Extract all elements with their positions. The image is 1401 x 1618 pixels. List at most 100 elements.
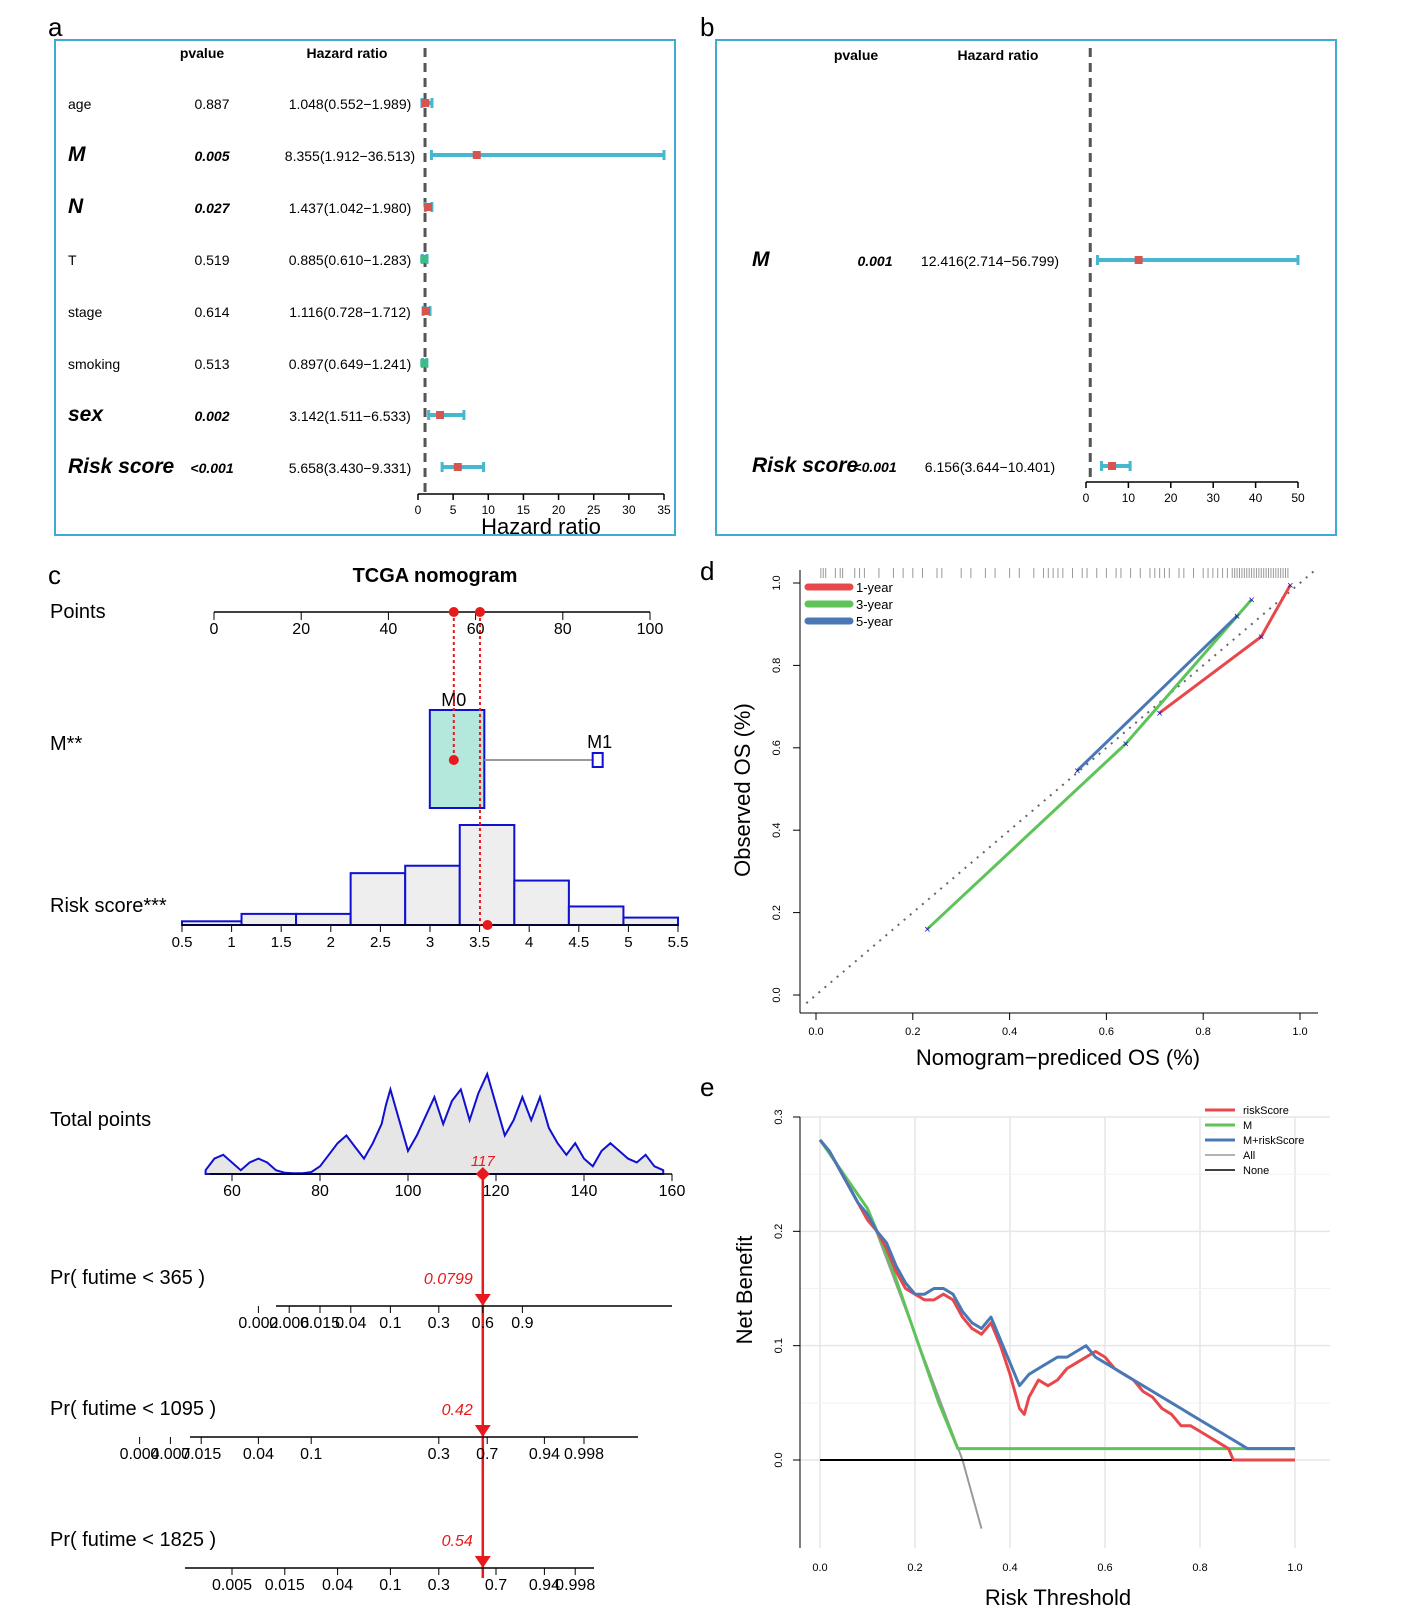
row-hr-text: 1.116(0.728−1.712) — [289, 304, 411, 320]
legend-label: All — [1243, 1150, 1255, 1162]
prob-tick-label: 0.94 — [529, 1577, 560, 1594]
x-tick-label: 25 — [587, 503, 601, 517]
m0-point — [448, 755, 459, 765]
risk-tick-label: 2.5 — [370, 934, 391, 951]
prob-label: Pr( futime < 365 ) — [50, 1267, 205, 1289]
risk-tick-label: 5.5 — [668, 934, 689, 951]
risk-tick-label: 4 — [525, 934, 533, 951]
risk-hist-bar — [622, 916, 680, 926]
nomogram-c: TCGA nomogram Points 0 20 40 60 80 100 M** M0 M1 Ri… — [50, 565, 688, 1594]
prob-tick-label: 0.1 — [379, 1577, 401, 1594]
prob-label: Pr( futime < 1825 ) — [50, 1529, 216, 1551]
prob-tick-label: 0.1 — [379, 1315, 401, 1332]
row-hr-text: 1.048(0.552−1.989) — [289, 96, 412, 112]
prob-tick-label: 0.04 — [335, 1315, 366, 1332]
x-tick-label: 40 — [1249, 491, 1263, 505]
risk-hist-bar — [567, 905, 625, 927]
prob-tick-label: 0.002 — [238, 1315, 278, 1332]
series-point: × — [1156, 708, 1162, 720]
legend-label: riskScore — [1243, 1105, 1289, 1117]
y-tick-label: 0.4 — [771, 823, 783, 838]
legend-label: 3-year — [856, 597, 894, 612]
prob-tick-label: 0.006 — [269, 1315, 309, 1332]
y-tick-label: 0.1 — [773, 1338, 785, 1353]
x-tick-label: 20 — [552, 503, 566, 517]
y-tick-label: 0.2 — [773, 1224, 785, 1239]
prob-marker — [474, 1425, 491, 1437]
series-point: × — [924, 924, 930, 936]
y-axis-title: Net Benefit — [732, 1236, 757, 1345]
prob-tick-label: 0.005 — [212, 1577, 252, 1594]
risk-tick-label: 5 — [624, 934, 632, 951]
prob-tick-label: 0.015 — [265, 1577, 305, 1594]
points-tick-label: 20 — [292, 621, 310, 638]
y-axis-title: Observed OS (%) — [730, 703, 755, 877]
x-tick-label: 10 — [1122, 491, 1136, 505]
risk-hist-bar — [240, 912, 298, 927]
x-axis-title: Nomogram−prediced OS (%) — [916, 1045, 1200, 1070]
panel-a-pvalue-header: pvalue — [180, 45, 225, 61]
nomogram-title: TCGA nomogram — [353, 565, 518, 587]
x-tick-label: 0.2 — [905, 1026, 920, 1038]
legend-label: 5-year — [856, 614, 894, 629]
prob-tick-label: 0.004 — [120, 1446, 160, 1463]
prob-value: 0.42 — [442, 1402, 473, 1419]
hr-point — [424, 203, 433, 211]
x-tick-label: 1.0 — [1292, 1026, 1307, 1038]
row-label: T — [68, 252, 77, 268]
m-label: M** — [50, 733, 82, 755]
x-tick-label: 0.0 — [808, 1026, 823, 1038]
x-tick-label: 0.0 — [812, 1562, 827, 1574]
prob-tick-label: 0.015 — [300, 1315, 340, 1332]
row-hr-text: 0.897(0.649−1.241) — [289, 356, 412, 372]
series-point: × — [1287, 580, 1293, 592]
risk-hist-bar — [404, 864, 461, 926]
prob-tick-label: 0.04 — [243, 1446, 274, 1463]
risk-tick-label: 3.5 — [469, 934, 490, 951]
x-tick-label: 10 — [482, 503, 496, 517]
x-tick-label: 0.4 — [1002, 1026, 1017, 1038]
hr-point — [472, 151, 481, 159]
panel-label-d: d — [700, 556, 714, 586]
x-tick-label: 30 — [1207, 491, 1221, 505]
x-tick-label: 0 — [415, 503, 422, 517]
prob-label: Pr( futime < 1095 ) — [50, 1398, 216, 1420]
prob-tick-label: 0.3 — [428, 1315, 450, 1332]
risk-hist-bar — [295, 912, 352, 927]
panel-label-b: b — [700, 12, 714, 42]
x-tick-label: 5 — [450, 503, 457, 517]
x-tick-label: 30 — [622, 503, 636, 517]
forest-plot-b: M 0.001 12.416(2.714−56.799) Risk score<0.0… — [752, 48, 1305, 505]
panel-b-pvalue-header: pvalue — [834, 47, 879, 63]
total-tick-label: 140 — [571, 1183, 598, 1200]
row-label: N — [68, 195, 84, 218]
y-tick-label: 0.8 — [771, 658, 783, 673]
hr-point — [1108, 462, 1117, 470]
hr-point — [420, 255, 429, 263]
panel-label-e: e — [700, 1072, 714, 1102]
risk-tick-label: 3 — [426, 934, 434, 951]
ideal-line — [805, 569, 1316, 1005]
row-pvalue: 0.887 — [194, 96, 229, 112]
legend-label: M+riskScore — [1243, 1135, 1304, 1147]
x-tick-label: 0.8 — [1196, 1026, 1211, 1038]
risk-point — [482, 920, 493, 930]
risk-hist-bar — [513, 879, 570, 926]
row-label: Risk score — [752, 454, 859, 477]
risk-tick-label: 0.5 — [172, 934, 193, 951]
risk-tick-label: 2 — [327, 934, 335, 951]
series-point: × — [1123, 739, 1129, 751]
hr-point — [1134, 256, 1143, 264]
row-pvalue: 0.519 — [194, 252, 229, 268]
risk-hist-bar — [349, 872, 407, 926]
x-tick-label: 50 — [1291, 491, 1305, 505]
legend-label: 1-year — [856, 580, 894, 595]
row-pvalue: 0.614 — [194, 304, 229, 320]
prob-tick-label: 0.007 — [150, 1446, 190, 1463]
panel-label-c: c — [48, 560, 61, 590]
row-pvalue: <0.001 — [853, 459, 896, 475]
risk-tick-label: 4.5 — [568, 934, 589, 951]
row-hr-text: 0.885(0.610−1.283) — [289, 252, 412, 268]
calibration-plot-d: 0.0 0.0 0.2 0.2 0.4 0.4 0.6 0.6 0.8 0.8 1.0 1.0 Nomo… — [730, 568, 1318, 1070]
total-tick-label: 120 — [483, 1183, 510, 1200]
